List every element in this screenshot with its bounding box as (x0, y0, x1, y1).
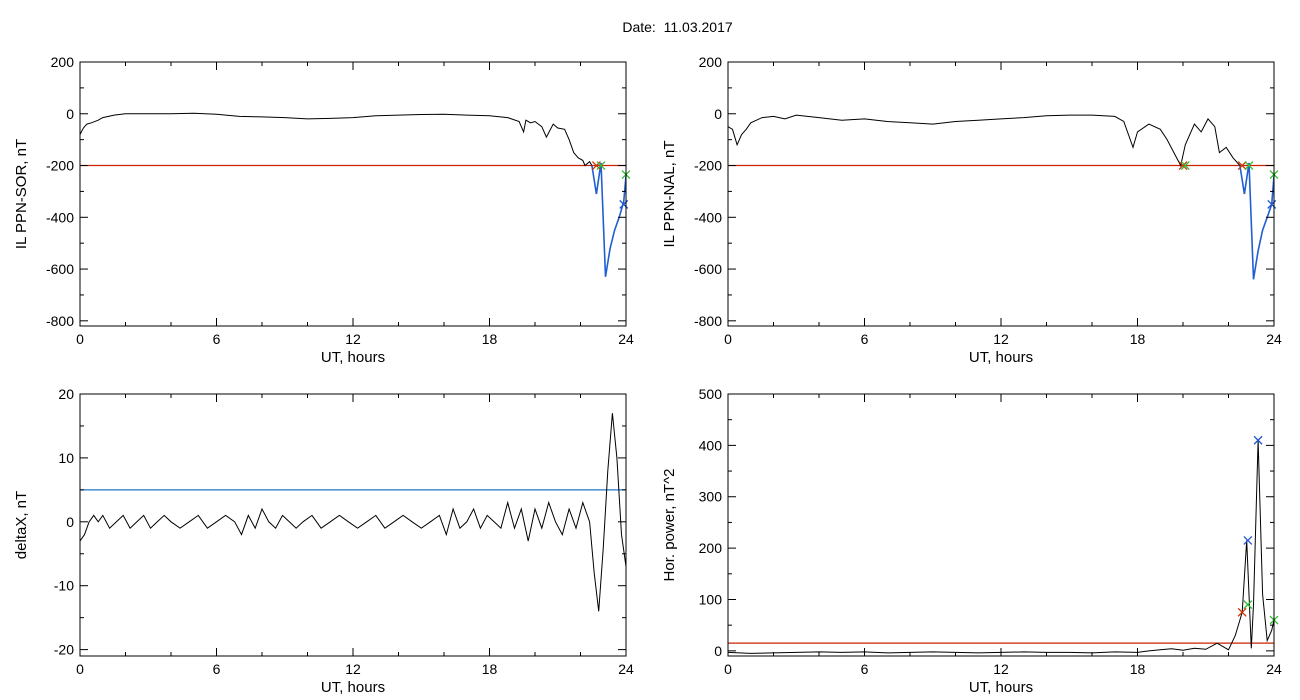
y-tick-label: -600 (46, 261, 74, 277)
x-axis-title: UT, hours (321, 349, 385, 366)
series-line-1 (591, 162, 626, 277)
event-marker-1 (1243, 600, 1253, 610)
panel-deltax: 0 6 12 18 24 20 10 0 -10 -20 UT, hours deltaX, nT (13, 386, 634, 696)
x-tick-label: 18 (1130, 661, 1146, 677)
y-axis-title: IL PPN-SOR, nT (13, 139, 30, 249)
event-marker-1 (596, 161, 606, 170)
y-tick-label: 0 (66, 514, 74, 530)
x-tick-label: 12 (993, 661, 1009, 677)
y-tick-label: -20 (54, 642, 74, 658)
event-marker-0 (1178, 161, 1188, 170)
x-tick-label: 24 (1266, 331, 1282, 347)
y-tick-label: 300 (699, 489, 723, 505)
x-tick-label: 24 (618, 331, 634, 347)
x-tick-label: 0 (724, 331, 732, 347)
x-tick-label: 0 (76, 661, 84, 677)
y-tick-label: 200 (699, 540, 723, 556)
date-value: 11.03.2017 (663, 19, 733, 35)
x-tick-label: 6 (213, 331, 221, 347)
series-line-0 (80, 413, 626, 612)
y-tick-label: 10 (58, 450, 74, 466)
x-tick-label: 18 (482, 661, 498, 677)
x-axis-title: UT, hours (969, 679, 1033, 696)
series-line-0 (80, 112, 593, 167)
y-tick-label: 0 (714, 106, 722, 122)
figure-date-title: Date: 11.03.2017 (0, 19, 1300, 35)
date-label: Date: (622, 19, 656, 35)
y-tick-label: -800 (694, 313, 722, 329)
y-tick-label: 0 (66, 106, 74, 122)
event-marker-2 (1243, 535, 1253, 545)
x-tick-label: 24 (618, 661, 634, 677)
plot-frame (727, 393, 1275, 657)
y-tick-label: -600 (694, 261, 722, 277)
series-line-0 (728, 440, 1274, 654)
y-tick-label: 500 (699, 386, 723, 402)
y-tick-label: 100 (699, 591, 723, 607)
event-marker-3 (1244, 161, 1254, 170)
event-marker-2 (1237, 161, 1247, 170)
plot-frame (79, 61, 627, 327)
y-tick-label: 200 (51, 54, 75, 70)
y-tick-label: 400 (699, 437, 723, 453)
y-tick-label: -800 (46, 313, 74, 329)
y-tick-label: -10 (54, 578, 74, 594)
x-tick-label: 6 (213, 661, 221, 677)
y-tick-label: -400 (46, 209, 74, 225)
y-axis-title: IL PPN-NAL, nT (661, 141, 678, 248)
x-tick-label: 0 (724, 661, 732, 677)
x-axis-title: UT, hours (321, 679, 385, 696)
x-tick-label: 18 (482, 331, 498, 347)
y-tick-label: -200 (694, 158, 722, 174)
event-marker-0 (1237, 607, 1247, 617)
y-tick-label: -200 (46, 158, 74, 174)
x-tick-label: 0 (76, 331, 84, 347)
panel-ppn-sor: 0 6 12 18 24 200 0 -200 -400 -600 -800 UT, hours IL … (13, 54, 634, 366)
x-tick-label: 24 (1266, 661, 1282, 677)
series-line-1 (1239, 162, 1274, 280)
event-marker-3 (1253, 435, 1263, 445)
plot-frame (727, 61, 1275, 327)
x-tick-label: 12 (993, 331, 1009, 347)
y-axis-title: Hor. power, nT^2 (661, 469, 678, 582)
panel-hor-power: 0 6 12 18 24 500 400 300 200 100 0 UT, hours Hor. po… (661, 386, 1282, 696)
x-axis-title: UT, hours (969, 349, 1033, 366)
panel-ppn-nal: 0 6 12 18 24 200 0 -200 -400 -600 -800 UT, hours IL … (661, 54, 1282, 366)
x-tick-label: 12 (345, 661, 361, 677)
x-tick-label: 12 (345, 331, 361, 347)
y-tick-label: 20 (58, 386, 74, 402)
y-tick-label: 0 (714, 643, 722, 659)
y-tick-label: -400 (694, 209, 722, 225)
x-tick-label: 6 (861, 331, 869, 347)
event-marker-1 (1180, 161, 1190, 170)
x-tick-label: 18 (1130, 331, 1146, 347)
y-tick-label: 200 (699, 54, 723, 70)
x-tick-label: 6 (861, 661, 869, 677)
y-axis-title: deltaX, nT (13, 491, 30, 559)
series-line-0 (728, 114, 1241, 167)
